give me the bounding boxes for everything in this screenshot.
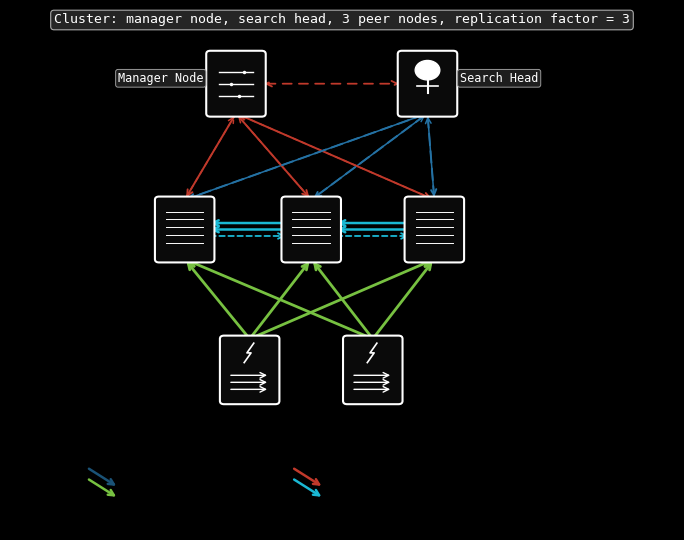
FancyBboxPatch shape xyxy=(220,335,279,404)
Text: Cluster: manager node, search head, 3 peer nodes, replication factor = 3: Cluster: manager node, search head, 3 pe… xyxy=(54,14,630,26)
FancyBboxPatch shape xyxy=(282,197,341,262)
FancyBboxPatch shape xyxy=(343,335,402,404)
FancyBboxPatch shape xyxy=(155,197,215,262)
Text: Search Head: Search Head xyxy=(460,72,538,85)
Circle shape xyxy=(415,60,440,80)
FancyBboxPatch shape xyxy=(207,51,265,117)
FancyBboxPatch shape xyxy=(405,197,464,262)
Text: Manager Node: Manager Node xyxy=(118,72,203,85)
FancyBboxPatch shape xyxy=(398,51,457,117)
